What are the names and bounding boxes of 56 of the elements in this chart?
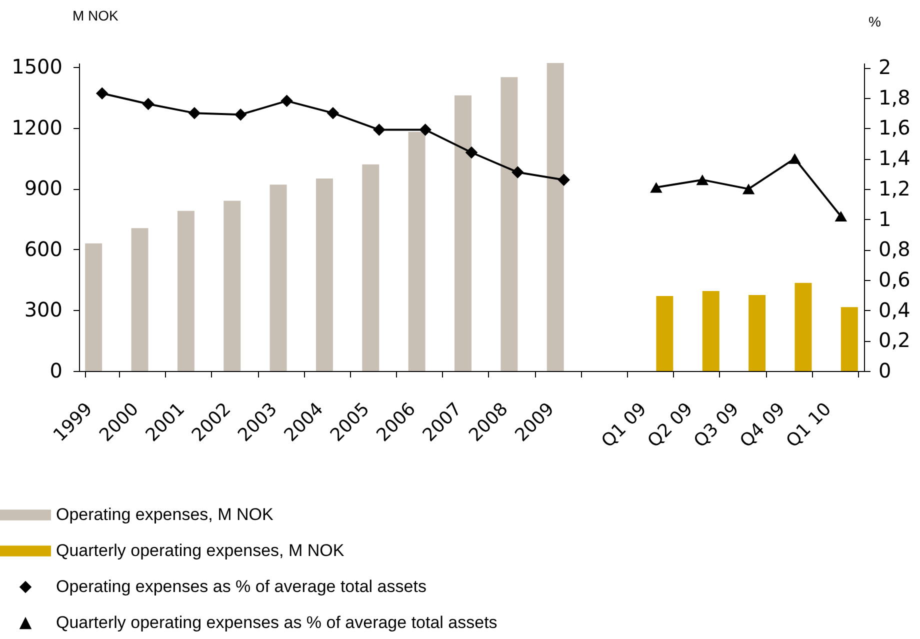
legend-label: Operating expenses, M NOK [56, 505, 274, 524]
point [742, 184, 755, 194]
point [788, 153, 801, 164]
point [465, 146, 478, 159]
y2-tick-label: 0 [878, 358, 892, 382]
y-tick-label: 0 [50, 358, 62, 382]
y2-tick-label: 2 [878, 55, 892, 80]
bar [224, 200, 241, 371]
y2-tick-label: 0,4 [878, 298, 910, 322]
y2-tick-label: 0,6 [878, 267, 910, 292]
legend-label: Quarterly operating expenses as % of average total assets [56, 613, 498, 632]
bar [270, 184, 287, 371]
legend-label: Quarterly operating expenses, M NOK [56, 541, 345, 560]
point [558, 174, 570, 186]
y2-tick-label: 1,8 [878, 85, 910, 110]
point [419, 124, 432, 136]
bar [85, 243, 102, 371]
y2-tick-label: 1,6 [878, 116, 910, 140]
bar [656, 296, 674, 371]
point [188, 106, 201, 120]
bar [748, 295, 766, 371]
bar [316, 178, 333, 371]
bar [177, 210, 194, 371]
y2-tick-label: 1,4 [878, 146, 910, 170]
point [142, 98, 154, 110]
point [373, 124, 386, 136]
y-tick-label: 900 [24, 176, 62, 200]
bar [454, 95, 472, 371]
y2-tick-label: 0,2 [878, 328, 910, 352]
point [234, 108, 247, 121]
y2-tick-label: 1 [878, 206, 892, 231]
y2-tick-label: 1,2 [878, 176, 910, 200]
bar [500, 77, 518, 371]
point [280, 94, 293, 108]
bar [131, 228, 148, 371]
bar [702, 290, 720, 371]
point [834, 210, 848, 222]
bar [408, 132, 426, 371]
bar [546, 63, 564, 371]
legend-label: Operating expenses as % of average total assets [56, 577, 426, 596]
y-tick-label: 1500 [12, 54, 62, 79]
point [96, 87, 108, 100]
point [696, 174, 709, 186]
y-tick-label: 300 [24, 298, 62, 322]
y-tick-label: 1200 [12, 115, 62, 140]
y-axis-title: M NOK [72, 8, 120, 24]
y-tick-label: 600 [24, 236, 62, 261]
bar [794, 282, 812, 371]
y2-axis-title: % [868, 14, 881, 30]
y2-tick-label: 0,8 [878, 237, 910, 262]
bar [840, 307, 858, 371]
point [650, 182, 662, 193]
point [326, 106, 340, 120]
point [512, 166, 524, 178]
bar [362, 164, 380, 371]
x-tick-label: Q1 10 [782, 398, 836, 452]
